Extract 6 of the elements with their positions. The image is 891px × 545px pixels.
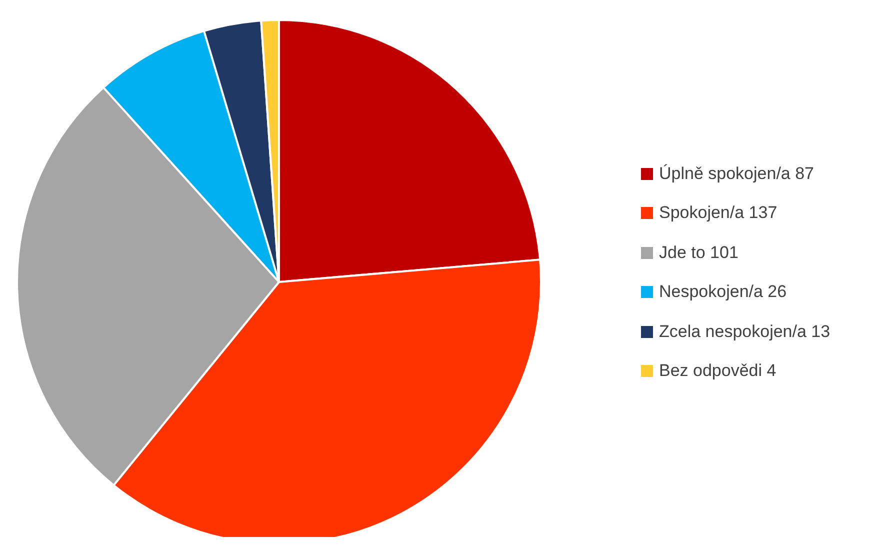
legend-label: Jde to 101 bbox=[659, 242, 738, 263]
legend-label: Bez odpovědi 4 bbox=[659, 361, 776, 382]
legend-label: Úplně spokojen/a 87 bbox=[659, 164, 814, 184]
legend-label: Nespokojen/a 26 bbox=[659, 282, 787, 302]
legend-label: Spokojen/a 137 bbox=[659, 203, 778, 224]
legend-label: Zcela nespokojen/a 13 bbox=[659, 322, 830, 342]
